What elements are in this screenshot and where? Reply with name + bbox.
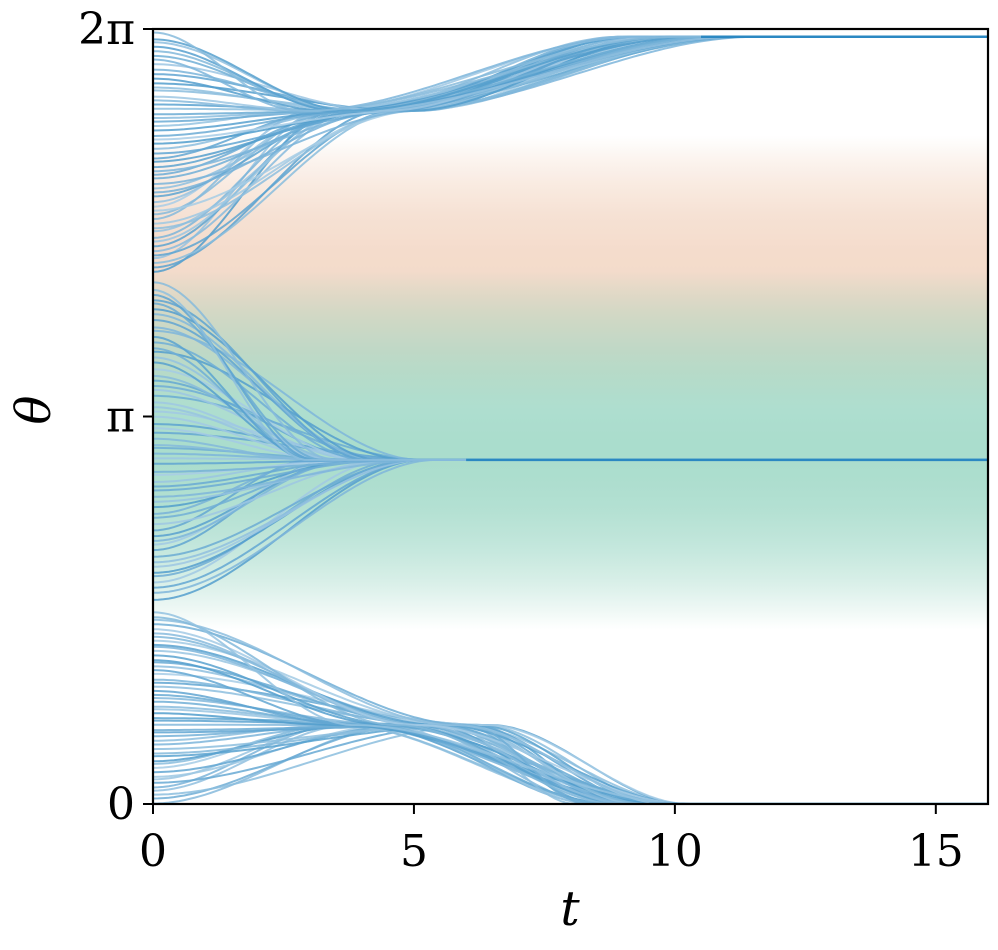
trajectory-lines bbox=[153, 31, 988, 804]
y-tick-label: 0 bbox=[107, 779, 135, 830]
trajectory-line bbox=[153, 654, 988, 804]
trajectory-line bbox=[153, 611, 988, 804]
y-axis-label: θ bbox=[6, 395, 62, 424]
trajectory-line bbox=[153, 645, 988, 804]
x-tick-label: 10 bbox=[647, 826, 703, 877]
x-axis-ticks: 0 5 10 15 bbox=[139, 804, 964, 877]
trajectory-line bbox=[153, 724, 988, 804]
trajectory-line bbox=[153, 693, 988, 804]
trajectory-line bbox=[153, 659, 988, 804]
y-axis-ticks: 0 π 2π bbox=[78, 4, 153, 830]
x-tick-label: 5 bbox=[400, 826, 428, 877]
trajectory-line bbox=[153, 616, 988, 804]
x-tick-label: 15 bbox=[908, 826, 964, 877]
y-tick-label: 2π bbox=[78, 4, 135, 55]
trajectory-line bbox=[153, 661, 988, 804]
x-tick-label: 0 bbox=[139, 826, 167, 877]
y-tick-label: π bbox=[106, 392, 135, 443]
x-axis-label: t bbox=[560, 881, 580, 937]
trajectory-line bbox=[153, 618, 988, 804]
trajectory-line bbox=[153, 708, 988, 804]
trajectory-line bbox=[153, 628, 988, 804]
